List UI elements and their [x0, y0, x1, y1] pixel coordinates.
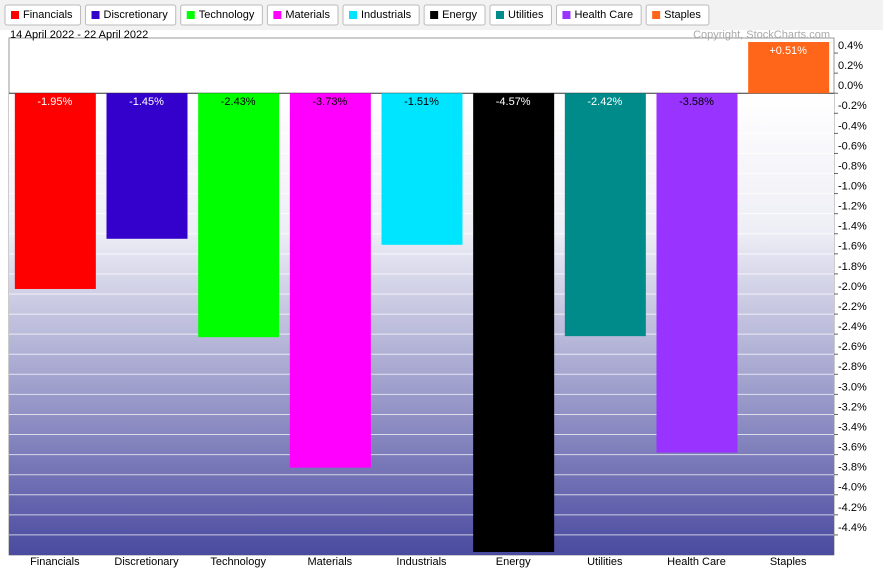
legend-label: Technology	[199, 9, 255, 21]
bar	[106, 93, 188, 239]
y-tick-label: -4.2%	[838, 502, 867, 514]
x-tick-label: Discretionary	[114, 556, 179, 568]
data-label: -1.45%	[129, 96, 164, 108]
legend-button	[423, 4, 486, 26]
y-tick-label: -4.4%	[838, 522, 867, 534]
legend-label: Financials	[23, 9, 73, 21]
legend-label: Energy	[442, 9, 477, 21]
legend-button	[4, 4, 82, 26]
y-tick-label: -2.8%	[838, 361, 867, 373]
y-tick-label: -2.0%	[838, 281, 867, 293]
data-label: -3.73%	[312, 96, 347, 108]
legend-swatch	[349, 11, 357, 19]
legend: Financials Discretionary Technology Materia…	[4, 4, 710, 26]
legend-item[interactable]: Industrials	[342, 4, 420, 26]
y-tick-label: -1.8%	[838, 261, 867, 273]
legend-item[interactable]: Financials	[4, 4, 82, 26]
y-tick-label: -1.4%	[838, 221, 867, 233]
x-tick-label: Industrials	[396, 556, 447, 568]
x-tick-label: Technology	[210, 556, 266, 568]
legend-item[interactable]: Staples	[645, 4, 710, 26]
data-label: +0.51%	[769, 45, 807, 57]
legend-item[interactable]: Technology	[180, 4, 263, 26]
legend-swatch	[562, 11, 571, 19]
legend-swatch	[496, 11, 504, 19]
bar	[564, 93, 646, 337]
x-tick-label: Health Care	[667, 556, 726, 568]
legend-button	[645, 4, 710, 26]
legend-label: Discretionary	[104, 9, 169, 21]
y-tick-label: -1.6%	[838, 241, 867, 253]
legend-label: Industrials	[361, 9, 412, 21]
y-tick-label: -3.2%	[838, 401, 867, 413]
y-tick-label: -2.2%	[838, 301, 867, 313]
y-tick-label: -3.8%	[838, 462, 867, 474]
legend-label: Staples	[664, 9, 701, 21]
legend-item[interactable]: Discretionary	[85, 4, 177, 26]
bar	[289, 93, 371, 468]
legend-swatch	[430, 11, 439, 19]
bar	[748, 42, 830, 94]
legend-button	[489, 4, 552, 26]
legend-button	[555, 4, 642, 26]
copyright: Copyright, StockCharts.com	[693, 29, 830, 41]
bar	[381, 93, 463, 245]
legend-item[interactable]: Energy	[423, 4, 486, 26]
legend-item[interactable]: Health Care	[555, 4, 642, 26]
data-label: -3.58%	[679, 96, 714, 108]
subtitle: 14 April 2022 - 22 April 2022	[10, 29, 148, 41]
legend-item[interactable]: Materials	[266, 4, 339, 26]
bar	[473, 93, 555, 552]
x-tick-label: Energy	[496, 556, 531, 568]
legend-button	[342, 4, 420, 26]
data-label: -2.42%	[587, 96, 622, 108]
bar	[198, 93, 280, 338]
bar	[14, 93, 96, 289]
y-tick-label: -2.6%	[838, 341, 867, 353]
y-tick-label: 0.4%	[838, 40, 863, 52]
legend-label: Health Care	[574, 9, 633, 21]
y-tick-label: 0.2%	[838, 60, 863, 72]
x-tick-label: Utilities	[587, 556, 623, 568]
legend-swatch	[186, 11, 195, 19]
x-tick-label: Financials	[30, 556, 80, 568]
y-tick-label: -3.0%	[838, 381, 867, 393]
legend-swatch	[91, 11, 100, 19]
y-tick-label: -0.8%	[838, 160, 867, 172]
y-tick-label: -1.2%	[838, 201, 867, 213]
legend-label: Utilities	[508, 9, 544, 21]
y-tick-label: -3.4%	[838, 421, 867, 433]
legend-button	[266, 4, 339, 26]
legend-button	[85, 4, 177, 26]
legend-button	[180, 4, 263, 26]
y-tick-label: -0.2%	[838, 100, 867, 112]
data-label: -1.95%	[37, 96, 72, 108]
y-tick-label: -3.6%	[838, 442, 867, 454]
legend-swatch	[273, 11, 282, 19]
legend-swatch	[652, 11, 661, 19]
x-tick-label: Materials	[308, 556, 353, 568]
legend-swatch	[11, 11, 19, 19]
y-tick-label: -4.0%	[838, 482, 867, 494]
legend-label: Materials	[285, 9, 330, 21]
data-label: -1.51%	[404, 96, 439, 108]
y-tick-label: -2.4%	[838, 321, 867, 333]
y-tick-label: 0.0%	[838, 80, 863, 92]
data-label: -2.43%	[221, 96, 256, 108]
legend-item[interactable]: Utilities	[489, 4, 552, 26]
y-tick-label: -0.4%	[838, 120, 867, 132]
data-label: -4.57%	[496, 96, 531, 108]
y-tick-label: -1.0%	[838, 181, 867, 193]
bar	[656, 93, 738, 453]
x-tick-label: Staples	[770, 556, 807, 568]
y-tick-label: -0.6%	[838, 140, 867, 152]
